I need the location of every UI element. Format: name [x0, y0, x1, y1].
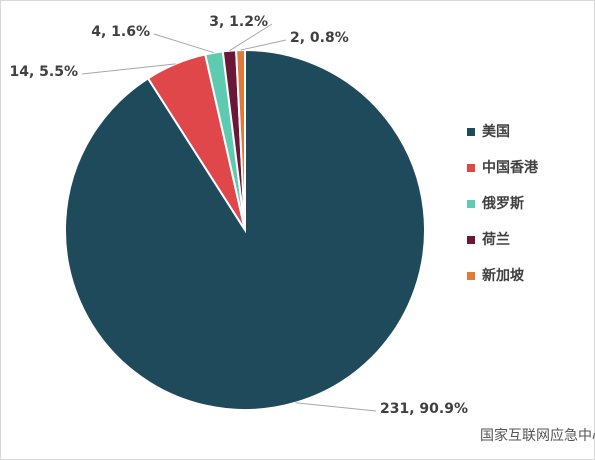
- pie-slice: [64, 48, 426, 411]
- data-label: 2, 0.8%: [290, 30, 349, 46]
- data-label: 4, 1.6%: [91, 24, 150, 40]
- legend-label: 新加坡: [482, 267, 525, 284]
- legend-swatch: [467, 164, 475, 172]
- leader-line: [240, 39, 287, 51]
- pie-slice: [235, 48, 246, 231]
- legend-swatch: [467, 200, 475, 208]
- data-label: 231, 90.9%: [380, 401, 468, 417]
- legend-label: 荷兰: [481, 231, 510, 248]
- data-label: 14, 5.5%: [9, 64, 78, 80]
- data-label: 3, 1.2%: [209, 14, 268, 30]
- leader-line: [295, 402, 377, 412]
- watermark: 国家互联网应急中心CNCERT: [480, 427, 595, 444]
- legend-swatch: [467, 128, 475, 136]
- legend-label: 俄罗斯: [481, 195, 524, 212]
- legend-swatch: [467, 236, 475, 244]
- leader-line: [229, 23, 273, 52]
- legend-label: 中国香港: [482, 159, 539, 176]
- leader-line: [81, 63, 176, 75]
- leader-line: [153, 33, 215, 54]
- legend-label: 美国: [482, 123, 510, 140]
- legend-swatch: [467, 272, 475, 280]
